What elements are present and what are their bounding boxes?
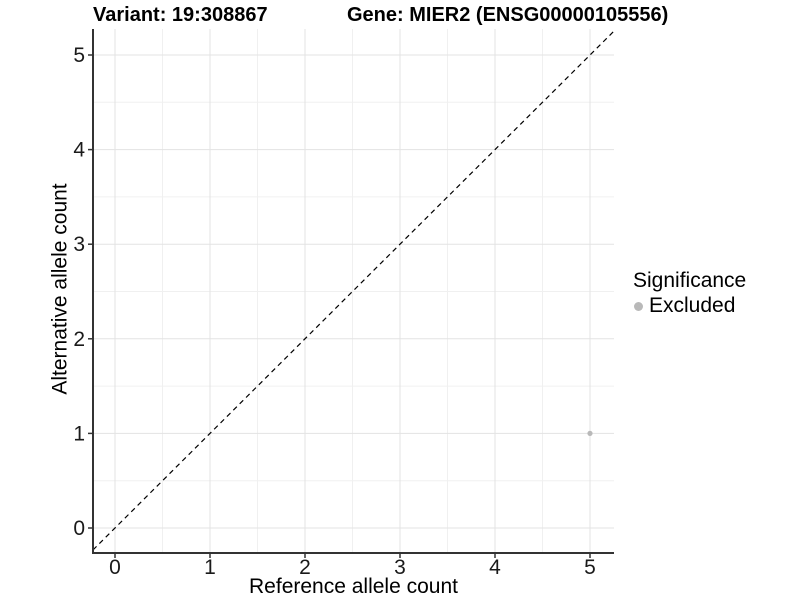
x-tick-label: 4 xyxy=(489,556,501,579)
y-tick-label: 3 xyxy=(73,233,85,256)
y-tick-label: 2 xyxy=(73,328,85,351)
y-tick-label: 5 xyxy=(73,44,85,67)
x-axis-title: Reference allele count xyxy=(249,575,458,598)
legend-item-label: Excluded xyxy=(649,294,736,318)
legend-point-icon xyxy=(634,301,643,311)
y-tick-label: 0 xyxy=(73,517,85,540)
legend: Significance Excluded xyxy=(633,269,747,318)
x-tick-label: 2 xyxy=(299,556,311,579)
plot-title-variant: Variant: 19:308867 xyxy=(93,4,268,26)
data-point xyxy=(587,430,593,436)
plot-title-gene: Gene: MIER2 (ENSG00000105556) xyxy=(347,4,669,26)
x-tick-label: 1 xyxy=(204,556,216,579)
x-tick-label: 5 xyxy=(584,556,596,579)
legend-item-excluded: Excluded xyxy=(633,294,746,318)
legend-title: Significance xyxy=(633,269,747,292)
y-tick-label: 4 xyxy=(73,139,85,162)
x-tick-label: 0 xyxy=(109,556,121,579)
x-tick-label: 3 xyxy=(394,556,406,579)
y-tick-label: 1 xyxy=(73,422,85,445)
y-axis-title: Alternative allele count xyxy=(48,183,72,395)
